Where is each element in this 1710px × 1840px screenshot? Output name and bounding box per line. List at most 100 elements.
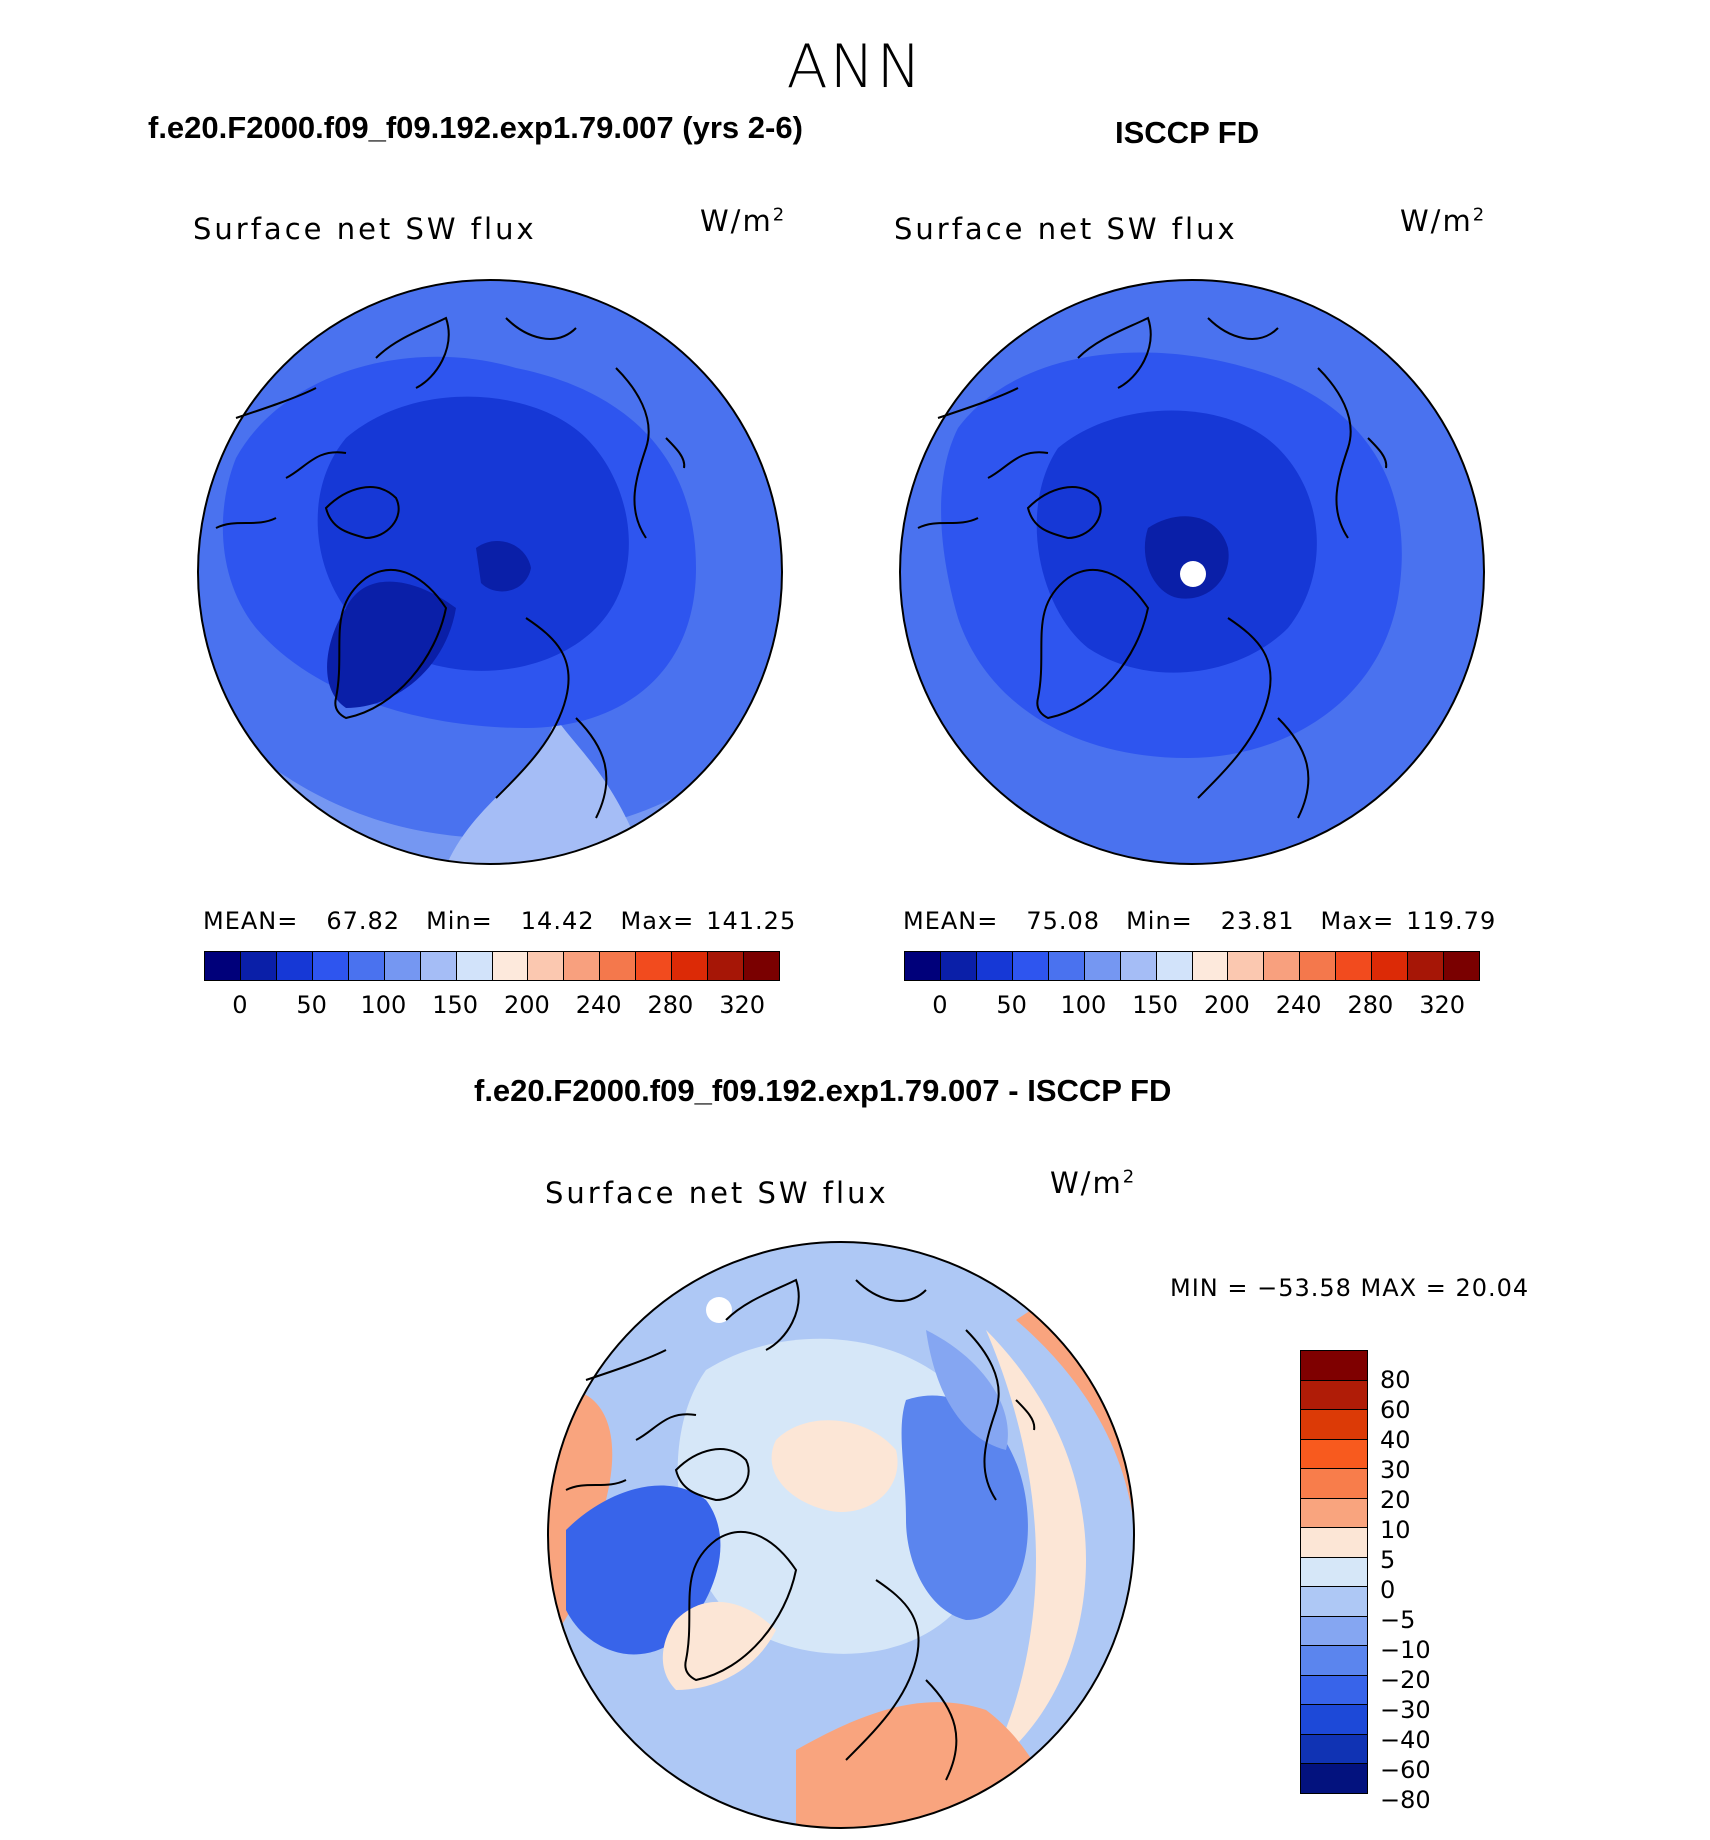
obs-units: W/m2 [1400, 204, 1487, 238]
obs-missing-pole [1180, 561, 1206, 587]
diff-field-greenland-warm [662, 1601, 776, 1690]
diff-field-left-warm [548, 1388, 613, 1640]
colorbar-swatch-9 [1228, 952, 1265, 980]
diff-missing-value-spot [706, 1297, 732, 1323]
diff-panel-title: f.e20.F2000.f09_f09.192.exp1.79.007 - IS… [474, 1073, 1172, 1108]
colorbar-tick-label: 280 [1347, 991, 1394, 1019]
colorbar-swatch-13 [1372, 952, 1409, 980]
colorbar-swatch-1 [940, 952, 977, 980]
diff-colorbar-swatch-0 [1301, 1351, 1367, 1381]
colorbar-swatch-10 [1264, 952, 1301, 980]
colorbar-swatch-14 [1408, 952, 1445, 980]
diff-coastlines [565, 1278, 1036, 1781]
colorbar-swatch-7 [456, 952, 493, 980]
diff-minmax: MIN = −53.58 MAX = 20.04 [1170, 1274, 1530, 1302]
obs-colorbar [904, 951, 1480, 981]
colorbar-swatch-5 [1084, 952, 1121, 980]
colorbar-swatch-8 [1192, 952, 1229, 980]
diff-map-border [547, 1241, 1135, 1829]
obs-map-border [899, 279, 1485, 865]
diff-colorbar-tick-label: −30 [1380, 1696, 1431, 1724]
colorbar-tick-label: 240 [1275, 991, 1322, 1019]
colorbar-swatch-3 [312, 952, 349, 980]
colorbar-swatch-7 [1156, 952, 1193, 980]
colorbar-tick-label: 0 [932, 991, 948, 1019]
model-map-border [197, 279, 783, 865]
diff-colorbar-tick-label: −20 [1380, 1666, 1431, 1694]
colorbar-swatch-12 [636, 952, 673, 980]
colorbar-swatch-15 [744, 952, 779, 980]
colorbar-tick-label: 0 [232, 991, 248, 1019]
diff-colorbar-tick-label: −40 [1380, 1726, 1431, 1754]
diff-field-ring-cold [926, 1330, 1008, 1450]
colorbar-tick-label: 100 [1060, 991, 1107, 1019]
obs-coastlines [917, 316, 1388, 819]
diff-colorbar-tick-label: −80 [1380, 1786, 1431, 1814]
colorbar-swatch-0 [905, 952, 941, 980]
colorbar-swatch-9 [528, 952, 565, 980]
diff-field-right-cold [901, 1395, 1028, 1620]
diff-colorbar-tick-label: 80 [1380, 1366, 1411, 1394]
diff-colorbar-swatch-9 [1301, 1616, 1367, 1646]
diff-colorbar-swatch-1 [1301, 1380, 1367, 1410]
season-title: ANN [786, 32, 924, 102]
diff-colorbar-swatch-11 [1301, 1675, 1367, 1705]
colorbar-swatch-11 [1300, 952, 1337, 980]
colorbar-swatch-12 [1336, 952, 1373, 980]
diff-colorbar-swatch-3 [1301, 1439, 1367, 1469]
model-colorbar [204, 951, 780, 981]
colorbar-tick-label: 320 [1419, 991, 1466, 1019]
diff-colorbar-swatch-12 [1301, 1705, 1367, 1735]
diff-colorbar-swatch-10 [1301, 1646, 1367, 1676]
colorbar-tick-label: 200 [503, 991, 550, 1019]
model-field-light [446, 718, 646, 864]
obs-plot-title: Surface net SW flux [894, 212, 1238, 246]
colorbar-swatch-6 [420, 952, 457, 980]
colorbar-swatch-1 [240, 952, 277, 980]
colorbar-swatch-0 [205, 952, 241, 980]
obs-polar-map [899, 279, 1485, 865]
diff-colorbar-tick-label: −5 [1380, 1606, 1416, 1634]
model-stats: MEAN= 67.82 Min= 14.42 Max= 141.25 [203, 907, 797, 935]
colorbar-swatch-15 [1444, 952, 1479, 980]
colorbar-tick-label: 50 [296, 991, 327, 1019]
model-coastlines [215, 316, 686, 819]
diff-colorbar-tick-label: 30 [1380, 1456, 1411, 1484]
colorbar-tick-label: 100 [360, 991, 407, 1019]
diff-colorbar-swatch-13 [1301, 1734, 1367, 1764]
model-panel-title: f.e20.F2000.f09_f09.192.exp1.79.007 (yrs… [148, 110, 803, 145]
colorbar-swatch-13 [672, 952, 709, 980]
diff-units: W/m2 [1050, 1166, 1137, 1200]
diff-plot-title: Surface net SW flux [545, 1176, 889, 1210]
obs-field-core [1144, 516, 1229, 599]
diff-colorbar [1300, 1350, 1368, 1794]
colorbar-swatch-14 [708, 952, 745, 980]
colorbar-swatch-4 [348, 952, 385, 980]
diff-colorbar-swatch-8 [1301, 1587, 1367, 1617]
diff-colorbar-tick-label: 5 [1380, 1546, 1396, 1574]
colorbar-tick-label: 150 [1132, 991, 1179, 1019]
diff-colorbar-swatch-14 [1301, 1764, 1367, 1793]
colorbar-swatch-3 [1012, 952, 1049, 980]
colorbar-swatch-4 [1048, 952, 1085, 980]
diff-colorbar-swatch-7 [1301, 1557, 1367, 1587]
model-units: W/m2 [700, 204, 787, 238]
model-polar-map [197, 279, 783, 865]
diff-colorbar-tick-label: 10 [1380, 1516, 1411, 1544]
model-field-core [476, 540, 531, 592]
colorbar-swatch-6 [1120, 952, 1157, 980]
colorbar-tick-label: 50 [996, 991, 1027, 1019]
colorbar-swatch-10 [564, 952, 601, 980]
colorbar-swatch-2 [976, 952, 1013, 980]
colorbar-tick-label: 240 [575, 991, 622, 1019]
colorbar-swatch-8 [492, 952, 529, 980]
diff-polar-map [547, 1241, 1135, 1829]
diff-colorbar-swatch-4 [1301, 1469, 1367, 1499]
obs-stats: MEAN= 75.08 Min= 23.81 Max= 119.79 [903, 907, 1497, 935]
colorbar-swatch-2 [276, 952, 313, 980]
model-field-greenland [327, 581, 456, 708]
colorbar-swatch-11 [600, 952, 637, 980]
diff-field-left-cold [566, 1485, 721, 1655]
diff-field-pole-warm [771, 1420, 898, 1512]
colorbar-tick-label: 280 [647, 991, 694, 1019]
